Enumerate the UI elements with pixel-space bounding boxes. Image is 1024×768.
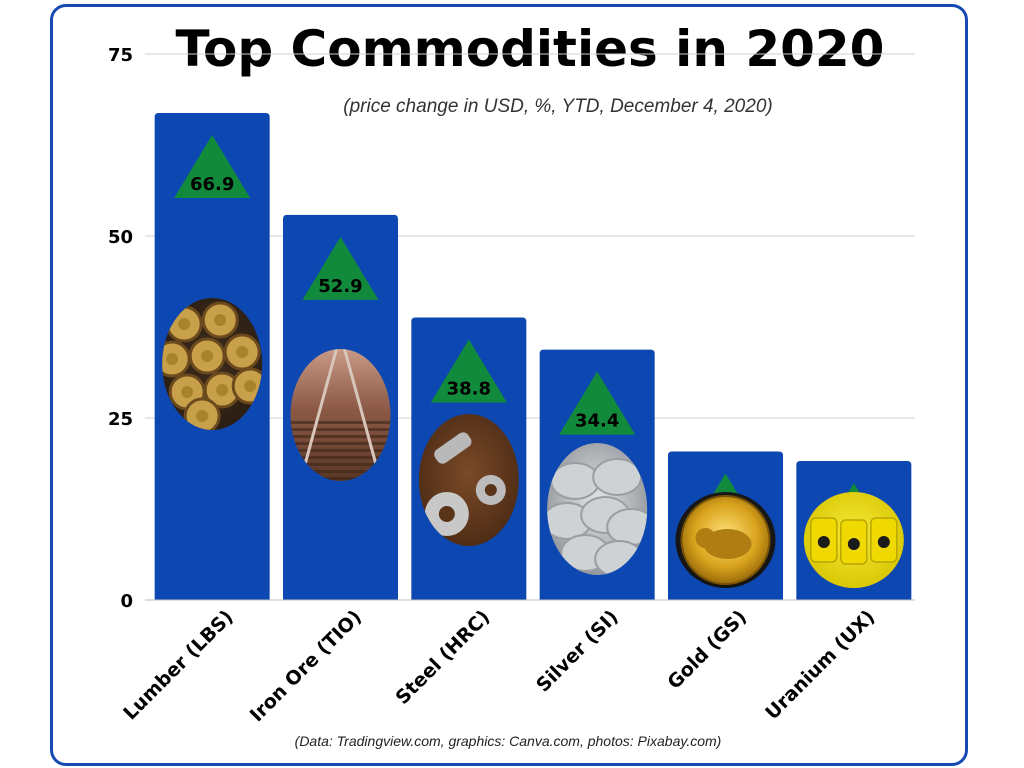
x-tick-label: Silver (SI) [532, 606, 623, 697]
bar-group: 20.4 [668, 451, 783, 600]
y-tick-label: 50 [108, 227, 133, 248]
x-tick-label: Steel (HRC) [391, 606, 494, 709]
x-tick-label: Gold (GS) [663, 606, 751, 694]
y-tick-label: 25 [108, 409, 133, 430]
value-label: 38.8 [447, 379, 491, 400]
up-triangle-icon [430, 339, 507, 403]
up-triangle-icon [559, 371, 636, 435]
bar-group: 34.4 [539, 349, 655, 600]
x-tick-label: Iron Ore (TIO) [246, 606, 366, 726]
y-tick-label: 75 [108, 45, 133, 66]
bar-group: 38.8 [411, 317, 527, 600]
chart-subtitle: (price change in USD, %, YTD, December 4… [343, 96, 772, 117]
source-note: (Data: Tradingview.com, graphics: Canva.… [295, 733, 722, 749]
bar-group: 66.9 [154, 112, 270, 600]
up-triangle-icon [302, 236, 379, 300]
x-tick-label: Uranium (UX) [761, 606, 879, 724]
gold-coin-image [675, 492, 776, 588]
bar-group: 52.9 [283, 214, 398, 600]
uranium-barrels-image [803, 492, 904, 588]
bar-group: 19.1 [796, 460, 912, 600]
logs-image [162, 298, 263, 430]
rail-track-image [290, 349, 391, 481]
up-triangle-icon [174, 134, 251, 198]
steel-bolts-image [418, 414, 519, 546]
value-label: 34.4 [575, 411, 619, 432]
y-tick-label: 0 [120, 591, 133, 612]
x-tick-label: Lumber (LBS) [119, 606, 237, 724]
value-label: 66.9 [190, 174, 234, 195]
value-label: 52.9 [318, 276, 362, 297]
chart-title: Top Commodities in 2020 [176, 20, 885, 78]
